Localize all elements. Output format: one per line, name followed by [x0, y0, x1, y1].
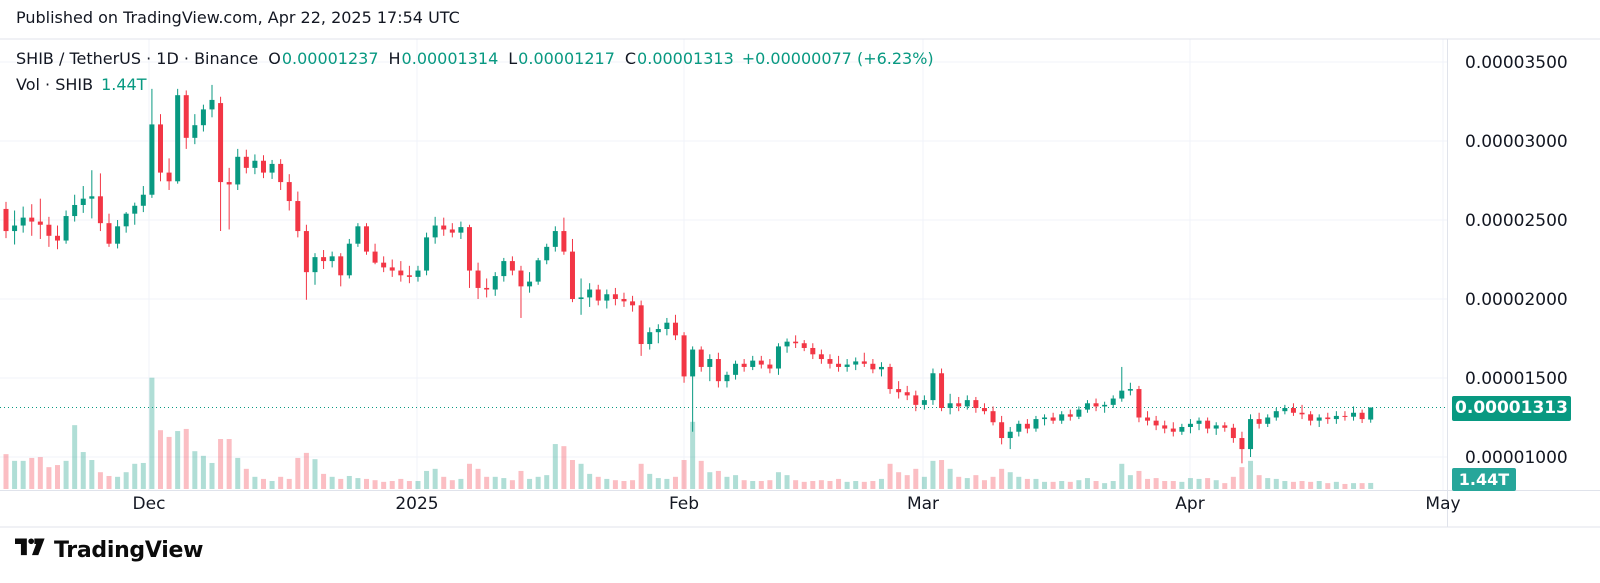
high-label: H [388, 49, 401, 68]
tradingview-logo-icon [15, 536, 45, 564]
x-axis-tick-label: May [1425, 494, 1460, 514]
x-axis-tick-label: Apr [1175, 494, 1204, 514]
open-value: 0.00001237 [281, 49, 379, 68]
low-value: 0.00001217 [518, 49, 615, 68]
y-axis-tick-label: 0.00001000 [1465, 448, 1568, 468]
y-axis-tick-label: 0.00002000 [1465, 290, 1568, 310]
change-value: +0.00000077 (+6.23%) [741, 49, 934, 68]
close-label: C [624, 49, 637, 68]
last-price-badge: 0.00001313 [1452, 396, 1571, 421]
chart-legend: SHIB / TetherUS · 1D · Binance O0.0000123… [16, 49, 934, 68]
open-label: O [268, 49, 281, 68]
published-line: Published on TradingView.com, Apr 22, 20… [16, 8, 460, 27]
volume-label[interactable]: Vol · SHIB [16, 75, 94, 94]
volume-value: 1.44T [101, 75, 147, 94]
x-axis-tick-label: 2025 [395, 494, 438, 514]
close-value: 0.00001313 [637, 49, 734, 68]
brand-wordmark: TradingView [54, 537, 204, 563]
symbol-title[interactable]: SHIB / TetherUS · 1D · Binance [16, 49, 259, 68]
x-axis-tick-label: Feb [669, 494, 699, 514]
high-value: 0.00001314 [401, 49, 499, 68]
tradingview-footer[interactable]: TradingView [15, 536, 203, 564]
y-axis-tick-label: 0.00003500 [1465, 53, 1568, 73]
y-axis-tick-label: 0.00001500 [1465, 369, 1568, 389]
x-axis-tick-label: Dec [133, 494, 166, 514]
low-label: L [508, 49, 518, 68]
last-volume-badge: 1.44T [1452, 468, 1516, 491]
x-axis-tick-label: Mar [907, 494, 939, 514]
volume-legend: Vol · SHIB 1.44T [16, 75, 146, 94]
y-axis-tick-label: 0.00002500 [1465, 211, 1568, 231]
y-axis-tick-label: 0.00003000 [1465, 132, 1568, 152]
